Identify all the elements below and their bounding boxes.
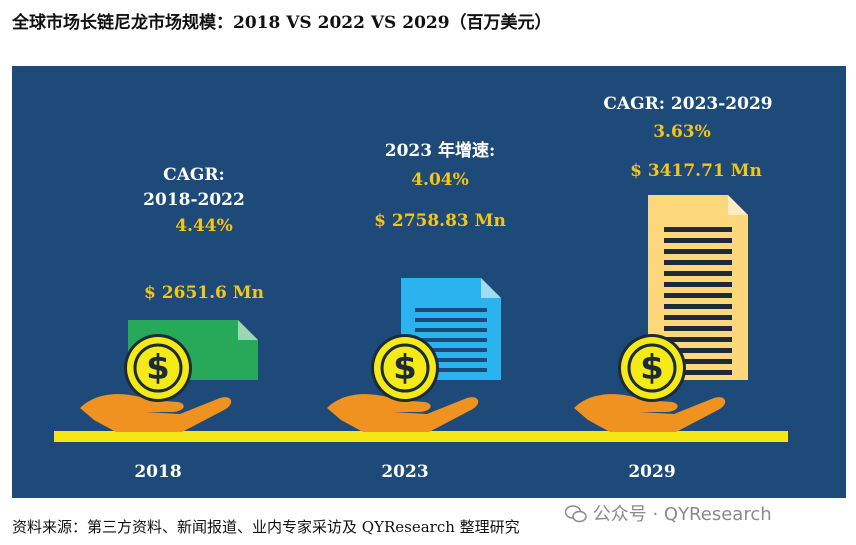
hand-icon [574,394,726,432]
dollar-coin-icon: $ [124,334,192,402]
document-line [415,348,487,352]
document-line [664,249,732,254]
coin-ring [627,343,677,393]
document-line [664,370,732,375]
cagr-period: 2018-2022 [143,190,245,210]
document-line [664,326,732,331]
dollar-sign: $ [146,348,170,388]
cagr-label: CAGR: 2023-2029 [603,94,772,114]
document-fold [728,195,748,215]
hand-icon [80,394,232,432]
document-line [664,304,732,309]
document-line [664,238,732,243]
dollar-sign: $ [393,348,417,388]
document-line [664,315,732,320]
document-line [415,328,487,332]
document-line [664,271,732,276]
document-line [415,318,487,322]
cagr-rate: 4.44% [175,216,233,236]
document-fold [238,320,258,340]
document-line [415,308,487,312]
value-label: $ 2758.83 Mn [374,211,506,231]
dollar-coin-icon: $ [371,334,439,402]
document-line [415,368,487,372]
document-line [664,337,732,342]
document-line [664,282,732,287]
coin-ring [380,343,430,393]
chart: $2018 CAGR: 2018-2022 4.44% $ 2651.6 Mn $2023… [54,94,788,482]
category-label: 2029 [628,462,675,482]
wechat-icon [565,505,587,523]
document-fold [481,278,501,298]
document-icon [648,195,748,380]
document-line [664,293,732,298]
group-2029: $2029 CAGR: 2023-2029 3.63% $ 3417.71 Mn [574,94,773,482]
baseline [54,431,788,442]
hand-icon [327,394,479,432]
cagr-rate: 3.63% [653,122,711,142]
document-line [664,348,732,353]
dollar-coin-icon: $ [618,334,686,402]
document-line [664,359,732,364]
category-label: 2018 [134,462,181,482]
value-label: $ 2651.6 Mn [144,283,264,303]
category-label: 2023 [381,462,428,482]
coin-ring [133,343,183,393]
page-title: 全球市场长链尼龙市场规模：2018 VS 2022 VS 2029（百万美元） [12,13,552,33]
growth-label: 2023 年增速: [385,140,496,161]
dollar-sign: $ [640,348,664,388]
growth-rate: 4.04% [411,170,469,190]
document-line [664,260,732,265]
value-label: $ 3417.71 Mn [630,161,762,181]
source-note: 资料来源：第三方资料、新闻报道、业内专家采访及 QYResearch 整理研究 [12,518,520,536]
watermark-text: 公众号 · QYResearch [592,504,772,525]
watermark: 公众号 · QYResearch [565,500,772,526]
group-2018: $2018 CAGR: 2018-2022 4.44% $ 2651.6 Mn [80,165,264,482]
document-line [415,358,487,362]
chart-panel: $2018 CAGR: 2018-2022 4.44% $ 2651.6 Mn $2023… [12,66,846,498]
document-line [415,338,487,342]
cagr-label: CAGR: [163,165,225,185]
document-line [664,227,732,232]
group-2023: $2023 2023 年增速: 4.04% $ 2758.83 Mn [327,140,506,482]
